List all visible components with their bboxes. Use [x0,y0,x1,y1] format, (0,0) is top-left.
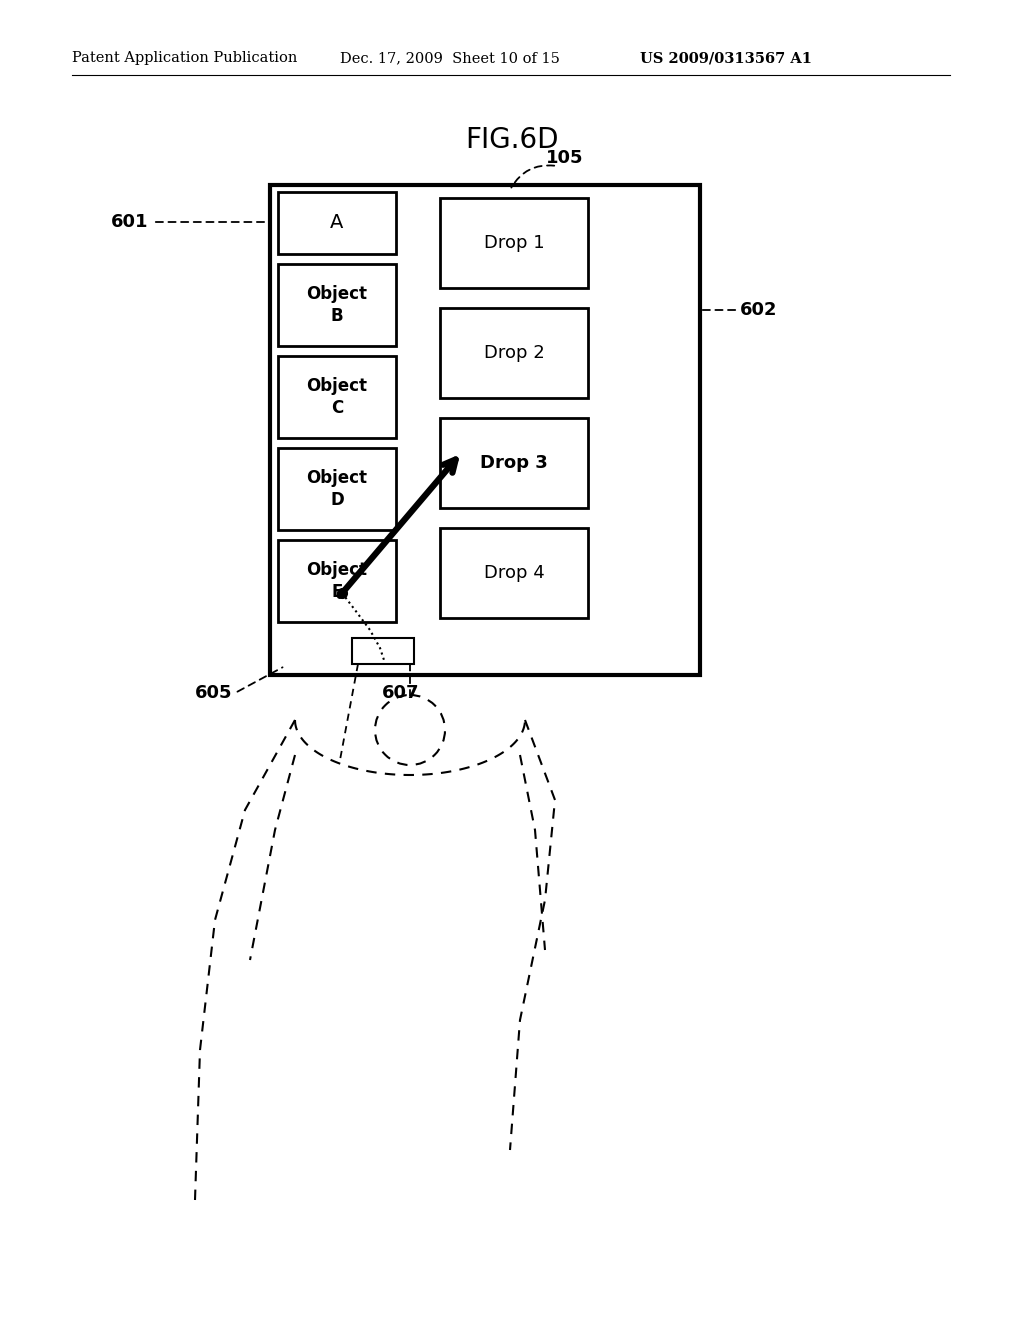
FancyArrowPatch shape [511,165,554,187]
Text: Object
C: Object C [306,378,368,417]
Text: Object
D: Object D [306,469,368,510]
Bar [278,264,396,346]
Text: US 2009/0313567 A1: US 2009/0313567 A1 [640,51,812,65]
Bar [278,191,396,253]
Text: Drop 1: Drop 1 [483,234,545,252]
Text: Object
E: Object E [306,561,368,601]
Text: 601: 601 [111,213,148,231]
Bar [440,528,588,618]
Text: 105: 105 [546,149,584,168]
Text: Dec. 17, 2009  Sheet 10 of 15: Dec. 17, 2009 Sheet 10 of 15 [340,51,560,65]
Text: 605: 605 [195,684,232,702]
Text: Drop 4: Drop 4 [483,564,545,582]
Text: 602: 602 [740,301,777,319]
Bar [278,540,396,622]
Text: Patent Application Publication: Patent Application Publication [72,51,297,65]
Text: 607: 607 [382,684,420,702]
Bar [440,198,588,288]
Text: A: A [331,214,344,232]
Bar [440,308,588,399]
Bar [270,185,700,675]
Text: Object
B: Object B [306,285,368,325]
Text: FIG.6D: FIG.6D [465,125,559,154]
Text: Drop 2: Drop 2 [483,345,545,362]
Bar [352,638,414,664]
Bar [278,356,396,438]
Bar [278,447,396,531]
Bar [440,418,588,508]
Text: Drop 3: Drop 3 [480,454,548,473]
